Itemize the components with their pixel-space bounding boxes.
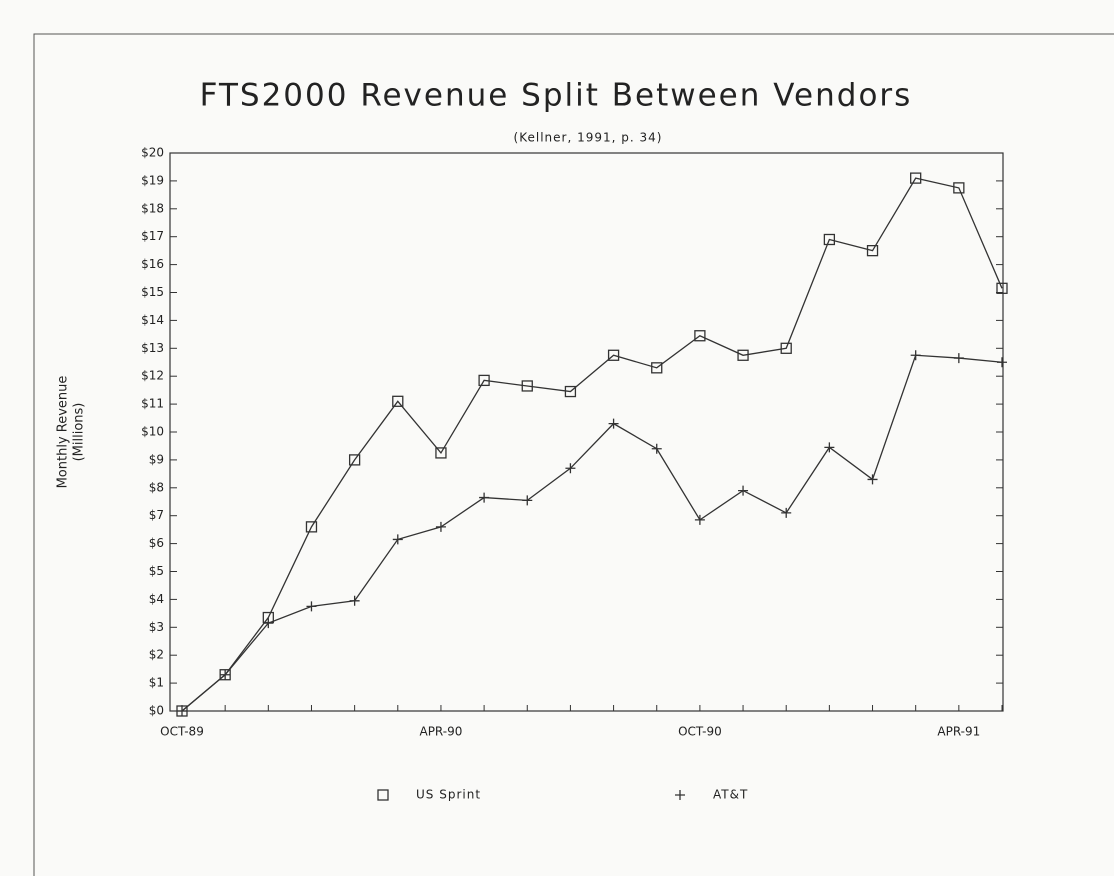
point — [263, 618, 274, 629]
chart-title: FTS2000 Revenue Split Between Vendors — [200, 78, 913, 114]
point — [953, 353, 964, 364]
y-label-line: Monthly Revenue — [56, 376, 71, 489]
x-tick-label: OCT-90 — [678, 725, 722, 739]
point — [435, 521, 446, 532]
point — [177, 706, 187, 716]
point — [997, 357, 1007, 368]
point — [738, 485, 749, 496]
legend-marker — [377, 789, 389, 801]
point — [651, 443, 662, 454]
point — [349, 595, 360, 606]
point — [651, 362, 663, 374]
point — [220, 669, 231, 680]
y-tick-label: $2 — [149, 648, 164, 662]
y-tick-label: $1 — [149, 676, 164, 690]
point — [737, 349, 749, 361]
legend-label: AT&T — [713, 788, 748, 802]
point — [608, 418, 619, 429]
point — [694, 330, 706, 342]
point — [823, 233, 836, 246]
y-tick-label: $15 — [141, 285, 164, 299]
y-tick-label: $8 — [149, 480, 164, 494]
point — [953, 182, 965, 194]
y-tick-label: $20 — [141, 146, 164, 160]
point — [565, 463, 576, 474]
x-tick-label: APR-91 — [937, 725, 980, 739]
y-tick-label: $17 — [141, 229, 164, 243]
point — [392, 395, 404, 407]
y-tick-label: $0 — [149, 704, 164, 718]
y-tick-label: $13 — [141, 341, 164, 355]
y-tick-label: $11 — [141, 397, 164, 411]
legend-label: US Sprint — [416, 788, 481, 802]
point — [564, 385, 577, 398]
y-tick-label: $12 — [141, 369, 164, 383]
point — [824, 442, 835, 453]
point — [867, 474, 878, 485]
point — [780, 342, 792, 354]
point — [996, 282, 1008, 294]
point — [479, 492, 490, 503]
y-tick-label: $3 — [149, 620, 164, 634]
chart-subtitle: (Kellner, 1991, p. 34) — [514, 131, 663, 145]
point — [866, 244, 879, 257]
y-tick-label: $19 — [141, 173, 164, 187]
y-tick-label: $6 — [149, 536, 164, 550]
y-tick-label: $10 — [141, 425, 164, 439]
point — [522, 495, 533, 506]
y-tick-label: $7 — [149, 508, 164, 522]
y-tick-label: $4 — [149, 592, 164, 606]
point — [305, 521, 318, 533]
y-tick-label: $16 — [141, 257, 164, 271]
y-tick-label: $5 — [149, 564, 164, 578]
plot-frame — [169, 152, 1004, 712]
y-axis-title: Monthly Revenue (Millions) — [56, 376, 87, 489]
y-tick-label: $9 — [149, 452, 164, 466]
x-tick-label: APR-90 — [419, 725, 462, 739]
series-line — [181, 354, 1003, 712]
x-tick-label: OCT-89 — [160, 725, 204, 739]
point — [348, 454, 361, 466]
y-tick-label: $14 — [141, 313, 164, 327]
point — [392, 534, 403, 545]
point — [435, 447, 447, 459]
point — [694, 514, 705, 525]
frame — [33, 33, 1114, 876]
point — [478, 374, 490, 387]
point — [910, 350, 921, 361]
point — [521, 380, 533, 392]
point — [306, 601, 317, 612]
point — [910, 172, 922, 184]
point — [607, 349, 620, 361]
y-tick-label: $18 — [141, 201, 164, 215]
series-line — [181, 177, 1003, 712]
y-label-line: (Millions) — [72, 403, 87, 462]
point — [781, 507, 792, 518]
legend-marker — [675, 790, 685, 800]
